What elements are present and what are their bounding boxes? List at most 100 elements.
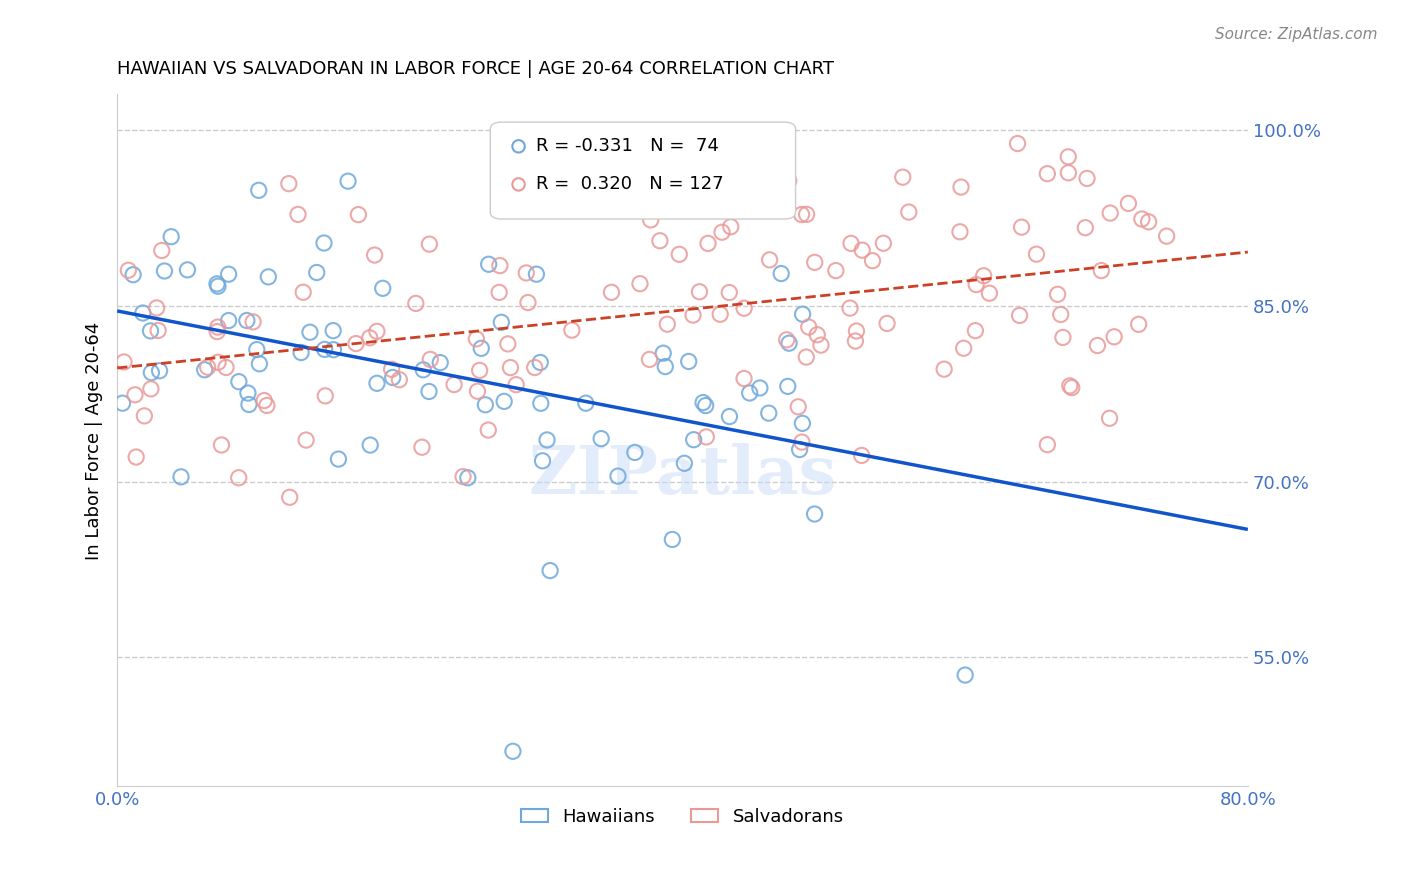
Point [145, 301, 167, 315]
Point [328, 452, 350, 467]
Point [194, 363, 217, 377]
Point [381, 370, 404, 384]
Point [950, 180, 973, 194]
Point [657, 317, 679, 331]
Point [897, 205, 920, 219]
Point [388, 373, 411, 387]
Point [1128, 318, 1150, 332]
Point [111, 396, 134, 410]
Point [1099, 206, 1122, 220]
Point [531, 454, 554, 468]
Point [153, 264, 176, 278]
Point [1025, 247, 1047, 261]
Point [1059, 379, 1081, 393]
Y-axis label: In Labor Force | Age 20-64: In Labor Force | Age 20-64 [86, 321, 103, 559]
Point [787, 400, 810, 414]
Point [839, 236, 862, 251]
Point [1087, 338, 1109, 352]
Point [139, 324, 162, 338]
Point [381, 362, 404, 376]
Point [1036, 167, 1059, 181]
Point [363, 248, 385, 262]
Point [1102, 330, 1125, 344]
Point [695, 399, 717, 413]
Point [561, 323, 583, 337]
Point [517, 295, 540, 310]
Point [682, 433, 704, 447]
Point [344, 336, 367, 351]
Point [810, 338, 832, 352]
Point [305, 265, 328, 279]
Point [648, 234, 671, 248]
Point [290, 345, 312, 359]
Point [457, 471, 479, 485]
Point [117, 263, 139, 277]
Point [1060, 381, 1083, 395]
Point [536, 433, 558, 447]
Point [778, 174, 800, 188]
Point [1118, 196, 1140, 211]
Point [738, 386, 761, 401]
Point [132, 306, 155, 320]
Point [502, 744, 524, 758]
Point [141, 366, 163, 380]
Point [640, 213, 662, 227]
Point [322, 343, 344, 357]
Point [366, 376, 388, 391]
Point [197, 360, 219, 375]
Point [298, 325, 321, 339]
Point [824, 263, 846, 277]
Point [1007, 136, 1029, 151]
Point [1076, 171, 1098, 186]
Point [733, 301, 755, 316]
Point [205, 325, 228, 339]
Point [776, 333, 799, 347]
Point [876, 317, 898, 331]
Point [207, 320, 229, 334]
Point [678, 354, 700, 368]
Point [790, 207, 813, 221]
FancyBboxPatch shape [491, 122, 796, 219]
Point [494, 394, 516, 409]
Point [359, 438, 381, 452]
Point [770, 267, 793, 281]
Point [228, 471, 250, 485]
Point [965, 324, 987, 338]
Point [778, 336, 800, 351]
Point [794, 350, 817, 364]
Point [844, 334, 866, 348]
Point [797, 320, 820, 334]
Point [600, 285, 623, 300]
Point [314, 343, 336, 357]
Point [451, 469, 474, 483]
Point [949, 225, 972, 239]
Point [314, 389, 336, 403]
Point [489, 259, 512, 273]
Point [607, 469, 630, 483]
Point [530, 396, 553, 410]
Point [515, 266, 537, 280]
Text: R = -0.331   N =  74: R = -0.331 N = 74 [536, 137, 718, 155]
Point [1052, 330, 1074, 344]
Point [150, 244, 173, 258]
Point [845, 324, 868, 338]
Point [1098, 411, 1121, 425]
Point [652, 346, 675, 360]
Point [256, 399, 278, 413]
Point [257, 269, 280, 284]
Point [790, 435, 813, 450]
Point [952, 341, 974, 355]
Point [278, 490, 301, 504]
Point [477, 423, 499, 437]
Point [624, 445, 647, 459]
Point [246, 343, 269, 357]
Point [412, 363, 434, 377]
Point [792, 417, 814, 431]
Point [682, 308, 704, 322]
Point [529, 355, 551, 369]
Point [312, 235, 335, 250]
Point [238, 397, 260, 411]
Point [205, 277, 228, 291]
Point [668, 247, 690, 261]
Point [1057, 166, 1080, 180]
